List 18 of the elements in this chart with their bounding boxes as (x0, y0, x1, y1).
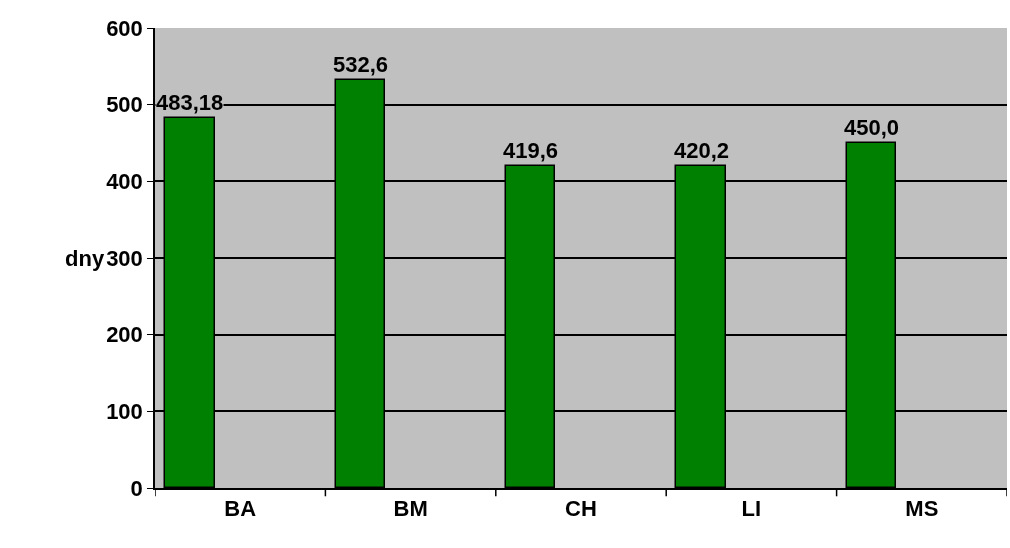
y-tick-label: 200 (106, 322, 143, 348)
data-label: 532,6 (333, 52, 389, 77)
y-tick-label: 600 (106, 15, 143, 41)
x-tick-label: BA (224, 496, 257, 522)
data-label: 450,0 (844, 115, 900, 140)
y-tick-label: 100 (106, 399, 143, 425)
y-tick-label: 500 (106, 92, 143, 118)
data-label: 483,18 (156, 90, 224, 115)
y-axis-title: dny (65, 246, 105, 271)
y-tick-label: 300 (106, 245, 143, 271)
y-tick-label: 0 (130, 475, 143, 501)
x-tick-label: BM (393, 496, 428, 522)
y-tick-label: 400 (106, 169, 143, 195)
x-tick-label: LI (741, 496, 762, 522)
data-label: 419,6 (503, 138, 559, 163)
data-label: 420,2 (674, 138, 730, 163)
x-tick-label: CH (565, 496, 597, 522)
x-tick-label: MS (905, 496, 939, 522)
